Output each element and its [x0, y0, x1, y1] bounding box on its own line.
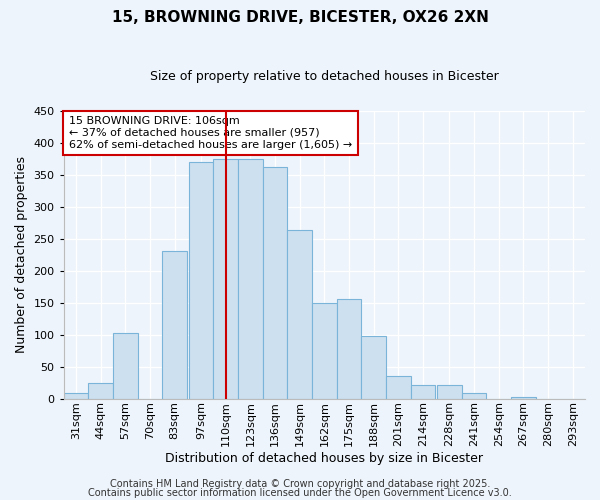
Bar [337, 300, 361, 398]
Bar [287, 230, 312, 398]
Bar [64, 394, 88, 398]
Bar [214, 158, 238, 398]
Bar [263, 167, 287, 398]
Text: 15 BROWNING DRIVE: 106sqm
← 37% of detached houses are smaller (957)
62% of semi: 15 BROWNING DRIVE: 106sqm ← 37% of detac… [69, 116, 352, 150]
Bar [189, 162, 214, 398]
Bar [511, 396, 536, 398]
Bar [88, 382, 113, 398]
Title: Size of property relative to detached houses in Bicester: Size of property relative to detached ho… [150, 70, 499, 83]
X-axis label: Distribution of detached houses by size in Bicester: Distribution of detached houses by size … [166, 452, 484, 465]
Bar [386, 376, 410, 398]
Bar [437, 385, 462, 398]
Bar [238, 158, 263, 398]
Y-axis label: Number of detached properties: Number of detached properties [15, 156, 28, 353]
Bar [410, 385, 435, 398]
Text: 15, BROWNING DRIVE, BICESTER, OX26 2XN: 15, BROWNING DRIVE, BICESTER, OX26 2XN [112, 10, 488, 25]
Bar [312, 302, 337, 398]
Bar [162, 252, 187, 398]
Bar [113, 334, 137, 398]
Bar [462, 393, 487, 398]
Bar [361, 336, 386, 398]
Text: Contains public sector information licensed under the Open Government Licence v3: Contains public sector information licen… [88, 488, 512, 498]
Text: Contains HM Land Registry data © Crown copyright and database right 2025.: Contains HM Land Registry data © Crown c… [110, 479, 490, 489]
